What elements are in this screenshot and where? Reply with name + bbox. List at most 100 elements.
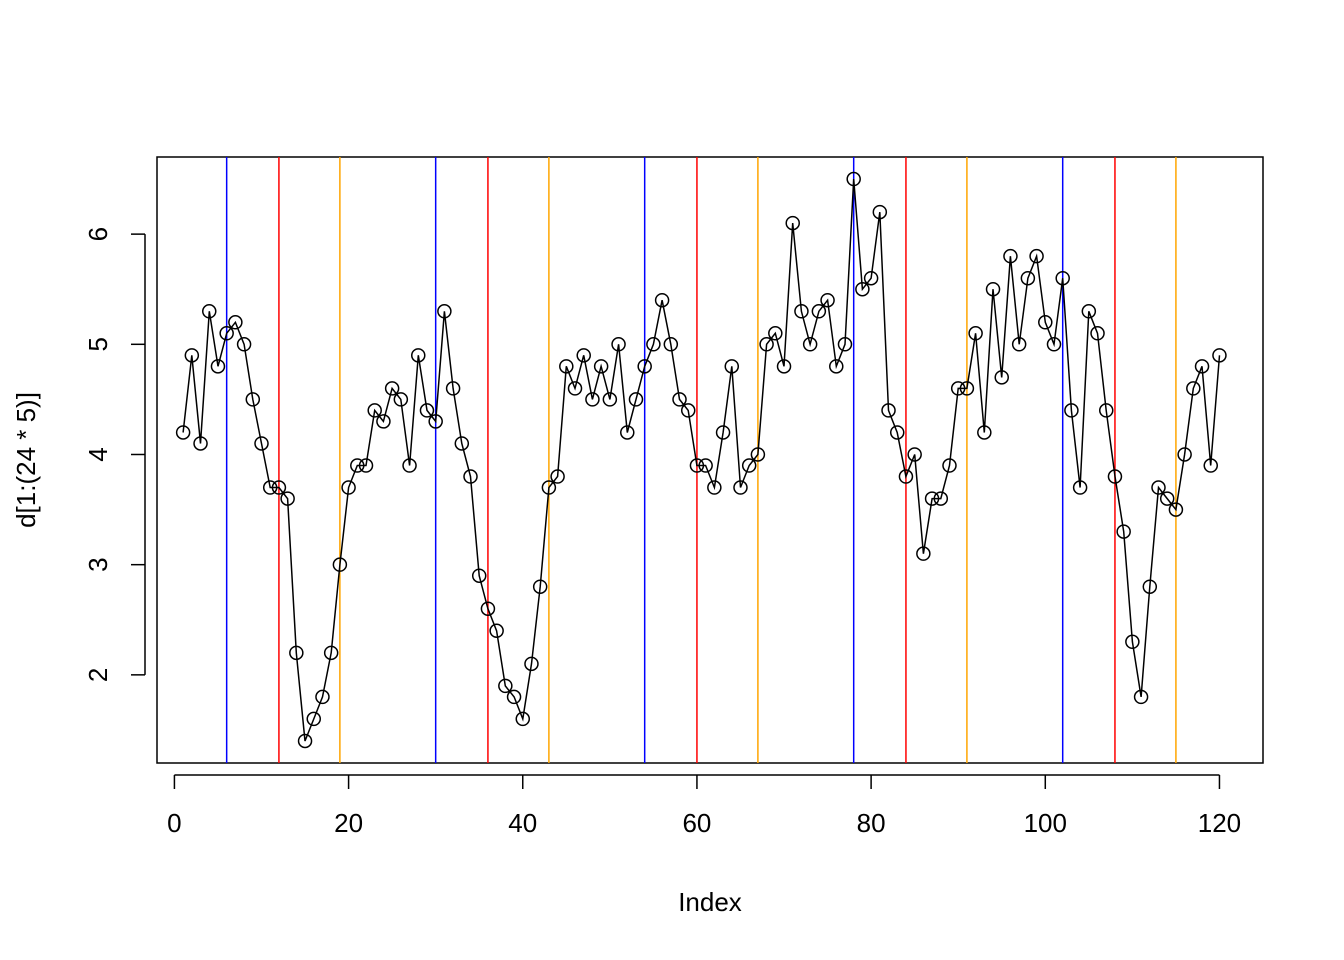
data-point <box>1090 326 1105 341</box>
plot-frame <box>156 156 1264 764</box>
data-point <box>898 469 914 484</box>
data-point <box>437 304 452 319</box>
data-point <box>1116 524 1131 539</box>
data-point <box>602 392 618 407</box>
data-point <box>1203 458 1218 473</box>
data-point <box>863 270 879 286</box>
data-point <box>794 304 809 319</box>
reference-lines <box>225 157 1177 763</box>
data-point <box>1029 248 1044 264</box>
data-point <box>411 348 426 363</box>
data-point <box>376 414 391 429</box>
data-point <box>228 315 243 330</box>
data-point <box>593 359 609 374</box>
data-point <box>811 304 827 319</box>
y-tick-label: 2 <box>83 668 113 682</box>
data-point <box>1003 248 1018 264</box>
data-point <box>776 359 792 374</box>
data-point <box>315 689 330 705</box>
data-point <box>820 292 835 308</box>
data-point <box>715 425 731 440</box>
data-point <box>994 370 1009 385</box>
data-point <box>306 711 322 727</box>
data-point <box>698 458 713 473</box>
data-point <box>323 645 339 661</box>
data-point <box>350 458 365 473</box>
data-point <box>1194 359 1210 374</box>
data-point <box>916 546 931 561</box>
data-point <box>219 326 234 341</box>
data-point <box>977 425 992 440</box>
data-point <box>950 381 966 396</box>
data-point <box>175 425 191 440</box>
data-point <box>1168 502 1184 517</box>
data-point <box>741 458 757 473</box>
data-point <box>1142 579 1158 594</box>
data-point <box>1072 480 1088 495</box>
data-point <box>271 480 287 495</box>
data-point <box>585 392 600 407</box>
data-point <box>1038 315 1053 330</box>
data-point <box>1107 469 1123 484</box>
data-point <box>332 557 348 572</box>
data-point <box>567 381 583 396</box>
data-point <box>367 403 382 418</box>
data-point <box>515 711 531 727</box>
data-point <box>289 645 304 661</box>
x-tick-label: 80 <box>857 808 886 838</box>
data-point <box>881 403 896 418</box>
data-point <box>384 381 400 396</box>
data-point <box>872 204 888 220</box>
x-tick-label: 100 <box>1024 808 1067 838</box>
data-point <box>254 436 269 451</box>
data-point <box>210 359 226 374</box>
data-point <box>672 392 687 407</box>
x-axis: 0 20 40 60 80 100 120 <box>167 774 1241 838</box>
data-point <box>889 425 905 440</box>
data-point <box>611 337 626 352</box>
data-point <box>341 480 356 495</box>
data-point <box>829 359 844 374</box>
data-point <box>402 458 417 473</box>
data-point <box>280 491 295 506</box>
data-point <box>471 568 487 583</box>
data-point <box>559 359 574 374</box>
data-point <box>646 337 661 352</box>
data-point <box>924 491 940 506</box>
data-point <box>358 458 374 473</box>
data-point <box>985 281 1001 297</box>
data-point <box>968 326 983 341</box>
data-point <box>506 689 522 705</box>
data-point <box>1133 689 1149 705</box>
data-point <box>245 392 261 407</box>
x-tick-label: 20 <box>334 808 363 838</box>
data-point <box>620 425 635 440</box>
data-point <box>707 480 722 495</box>
data-point <box>1186 381 1201 396</box>
y-tick-label: 6 <box>83 227 113 241</box>
data-point <box>1011 337 1027 352</box>
data-point <box>1125 634 1140 650</box>
data-point <box>184 348 200 363</box>
data-point <box>802 337 818 352</box>
data-point <box>202 304 217 319</box>
y-axis: 2 3 4 5 6 <box>83 227 146 682</box>
data-point <box>628 392 644 407</box>
data-point <box>959 381 975 396</box>
data-point <box>654 292 670 308</box>
data-point <box>1212 348 1227 363</box>
data-point <box>1098 403 1114 418</box>
data-point <box>733 480 748 495</box>
data-point <box>855 281 870 297</box>
data-point <box>724 359 740 374</box>
data-point <box>489 623 504 639</box>
data-point <box>550 469 565 484</box>
data-point <box>1177 447 1192 462</box>
x-tick-label: 40 <box>508 808 537 838</box>
data-point <box>837 337 853 352</box>
data-point <box>576 348 591 363</box>
data-point <box>480 601 496 616</box>
data-point <box>785 215 800 231</box>
data-point <box>907 447 922 462</box>
data-point <box>393 392 409 407</box>
